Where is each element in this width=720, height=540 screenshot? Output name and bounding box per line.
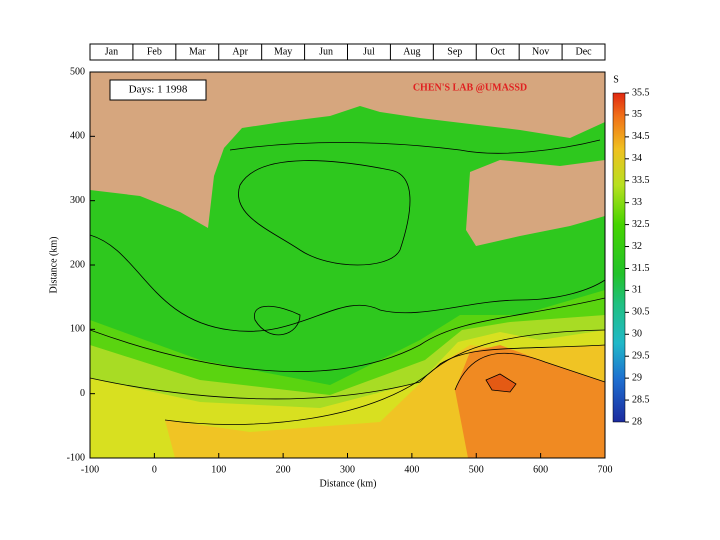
colorbar-tick-label: 31.5 <box>632 263 650 274</box>
x-tick-label: 400 <box>404 464 419 475</box>
month-label: Oct <box>490 46 505 57</box>
contour <box>254 305 301 336</box>
month-label: May <box>274 46 292 57</box>
y-tick-label: 400 <box>70 131 85 142</box>
date-box <box>109 79 207 101</box>
date-label: Days: 1 1998 <box>129 84 188 96</box>
contour <box>90 297 605 372</box>
y-tick-label: 100 <box>70 324 85 335</box>
month-label: Aug <box>403 46 420 57</box>
colorbar-tick-label: 35 <box>632 109 642 120</box>
colorbar-tick-label: 30 <box>632 329 642 340</box>
x-axis-label: Distance (km) <box>320 478 377 489</box>
y-tick-label: 0 <box>80 388 85 399</box>
colorbar-tick-label: 34.5 <box>632 131 650 142</box>
colorbar-label: S <box>613 74 619 85</box>
y-axis-label: Distance (km) <box>48 237 59 294</box>
credit: CHEN'S LAB @UMASSD <box>413 82 527 93</box>
colorbar-tick-label: 29.5 <box>632 350 650 361</box>
contour <box>454 352 605 391</box>
x-tick-label: 700 <box>598 464 613 475</box>
month-label: Nov <box>532 46 549 57</box>
y-tick-label: 200 <box>70 259 85 270</box>
contour <box>229 139 601 154</box>
colorbar <box>612 92 626 423</box>
month-label: Jun <box>319 46 333 57</box>
salinity-field <box>90 72 605 458</box>
x-tick-label: 0 <box>152 464 157 475</box>
x-tick-label: -100 <box>81 464 99 475</box>
colorbar-tick-label: 34 <box>632 153 642 164</box>
month-label: Jan <box>105 46 118 57</box>
y-tick-label: 300 <box>70 195 85 206</box>
colorbar-tick-label: 31 <box>632 285 642 296</box>
colorbar-tick-label: 35.5 <box>632 87 650 98</box>
contour <box>164 344 605 425</box>
month-label: Feb <box>147 46 162 57</box>
contour <box>90 234 605 332</box>
colorbar-tick-label: 30.5 <box>632 307 650 318</box>
y-tick-label: -100 <box>67 452 85 463</box>
x-tick-label: 500 <box>469 464 484 475</box>
contour <box>238 160 411 266</box>
colorbar-tick-label: 32.5 <box>632 219 650 230</box>
x-tick-label: 300 <box>340 464 355 475</box>
month-label: Dec <box>575 46 592 57</box>
colorbar-tick-label: 33.5 <box>632 175 650 186</box>
band <box>485 373 517 393</box>
month-label: Sep <box>447 46 462 57</box>
month-label: Apr <box>232 46 248 57</box>
colorbar-tick-label: 29 <box>632 372 642 383</box>
month-label: Jul <box>363 46 375 57</box>
x-tick-label: 100 <box>211 464 226 475</box>
x-tick-label: 200 <box>276 464 291 475</box>
colorbar-tick-label: 32 <box>632 241 642 252</box>
colorbar-tick-label: 33 <box>632 197 642 208</box>
contour <box>90 329 605 400</box>
month-label: Mar <box>189 46 206 57</box>
colorbar-tick-label: 28 <box>632 416 642 427</box>
colorbar-tick-label: 28.5 <box>632 394 650 405</box>
x-tick-label: 600 <box>533 464 548 475</box>
band <box>455 345 605 458</box>
y-tick-label: 500 <box>70 66 85 77</box>
